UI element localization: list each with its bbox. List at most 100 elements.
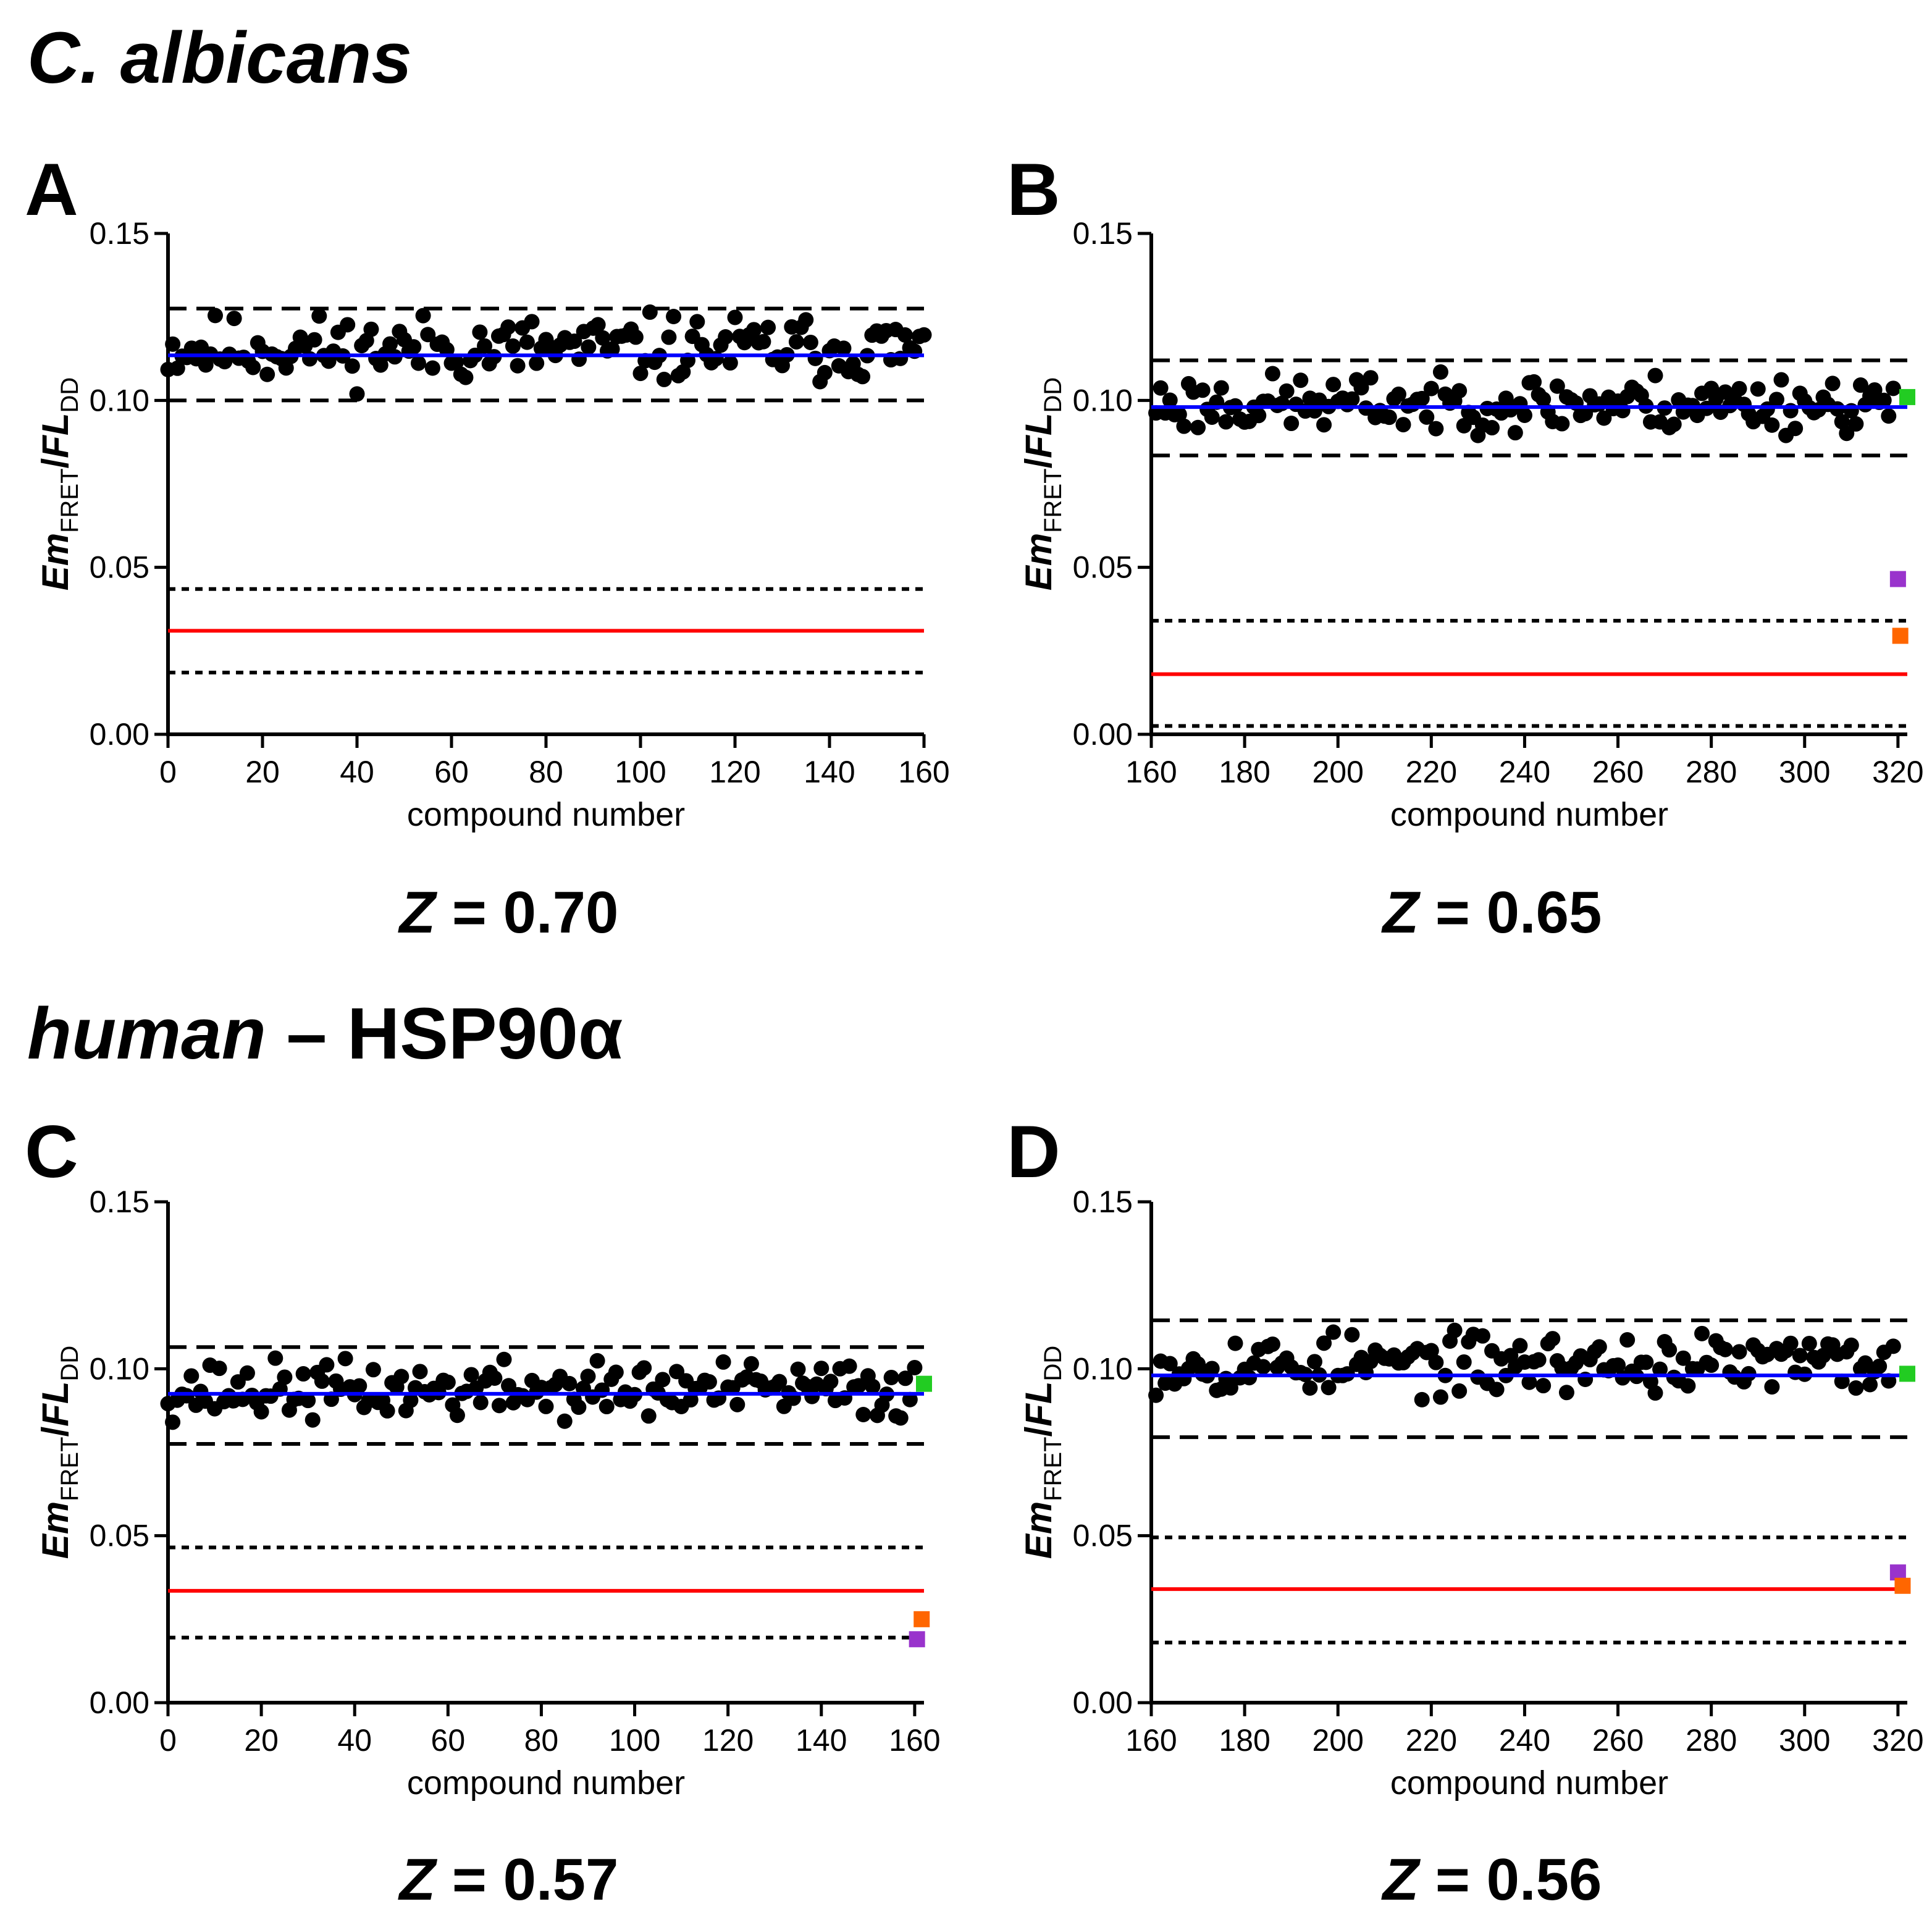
data-point: [722, 355, 738, 371]
data-point: [1381, 409, 1397, 426]
data-point: [1839, 426, 1855, 442]
data-point: [1834, 1374, 1850, 1390]
data-point: [855, 369, 871, 385]
data-point: [802, 334, 818, 350]
y-tick-label: 0.05: [90, 550, 149, 585]
data-point: [472, 1394, 489, 1411]
data-point: [642, 304, 658, 320]
data-point: [916, 327, 932, 343]
data-point: [415, 308, 431, 324]
data-point: [628, 329, 644, 345]
x-tick-label: 220: [1406, 755, 1457, 789]
data-point: [1783, 1335, 1799, 1351]
data-point: [1512, 1338, 1528, 1354]
green-control-marker: [916, 1375, 932, 1392]
data-point: [1227, 1335, 1243, 1351]
data-point: [590, 317, 606, 333]
data-point: [1428, 421, 1444, 437]
data-point: [1549, 378, 1565, 394]
x-tick-label: 20: [244, 1723, 279, 1758]
data-point: [1344, 391, 1360, 407]
data-point: [1871, 1358, 1888, 1374]
data-point: [477, 338, 493, 354]
panel-letter: B: [1007, 148, 1060, 231]
data-point: [1521, 1374, 1537, 1390]
x-tick-label: 160: [898, 755, 949, 789]
data-point: [661, 329, 677, 345]
data-point: [1447, 1322, 1463, 1338]
data-point: [304, 1412, 321, 1428]
data-point: [491, 1398, 507, 1414]
x-axis-title: compound number: [407, 796, 685, 833]
data-point: [1190, 419, 1206, 435]
data-point: [790, 1361, 806, 1377]
data-point: [1414, 1391, 1430, 1407]
data-point: [239, 1365, 255, 1381]
data-point: [718, 329, 734, 345]
x-tick-label: 320: [1872, 755, 1923, 789]
data-point: [379, 1403, 395, 1419]
data-point: [278, 360, 294, 376]
data-point: [1344, 1327, 1360, 1343]
data-point: [1428, 1354, 1444, 1370]
x-tick-label: 40: [337, 1723, 372, 1758]
data-point: [311, 308, 327, 324]
data-point: [463, 1367, 479, 1383]
x-tick-label: 120: [702, 1723, 754, 1758]
data-point: [841, 1358, 857, 1374]
y-tick-label: 0.10: [1073, 1351, 1133, 1386]
data-point: [823, 1374, 839, 1390]
data-point: [729, 1396, 746, 1412]
x-tick-label: 160: [889, 1723, 940, 1758]
data-point: [1848, 1380, 1864, 1396]
x-tick-label: 300: [1779, 1723, 1830, 1758]
data-point: [892, 1410, 909, 1426]
data-point: [907, 1359, 923, 1375]
data-point: [556, 1413, 573, 1429]
data-point: [1852, 377, 1868, 393]
data-point: [1610, 1357, 1626, 1373]
data-point: [1843, 1337, 1859, 1353]
data-point: [580, 1369, 596, 1385]
data-point: [393, 1369, 410, 1385]
data-point: [349, 386, 365, 402]
data-point: [813, 1361, 830, 1377]
data-point: [656, 371, 672, 387]
data-point: [689, 314, 705, 330]
data-point: [538, 1398, 554, 1414]
data-point: [788, 333, 804, 350]
data-point: [183, 1368, 200, 1384]
data-point: [1666, 416, 1682, 432]
y-tick-label: 0.05: [1073, 1519, 1133, 1553]
data-point: [1251, 408, 1267, 424]
data-point: [1885, 1338, 1901, 1354]
purple-control-marker: [1889, 571, 1906, 587]
data-point: [636, 1360, 652, 1376]
orange-control-marker: [1894, 1577, 1911, 1594]
data-point: [666, 308, 682, 324]
data-point: [566, 333, 582, 350]
data-point: [259, 366, 275, 382]
data-point: [1535, 1378, 1552, 1394]
data-point: [1325, 1324, 1342, 1340]
data-point: [897, 327, 913, 343]
data-point: [1731, 1344, 1747, 1360]
data-point: [1591, 1339, 1607, 1355]
data-point: [169, 360, 185, 376]
data-point: [1801, 1335, 1817, 1351]
x-tick-label: 300: [1779, 755, 1830, 789]
data-point: [855, 1406, 872, 1422]
data-point: [1423, 1343, 1439, 1359]
data-point: [340, 317, 356, 333]
data-point: [165, 336, 181, 352]
data-point: [1255, 1359, 1271, 1375]
data-point: [1876, 392, 1892, 408]
data-point: [1885, 380, 1901, 396]
panel-letter: A: [25, 148, 78, 231]
data-point: [1195, 382, 1211, 398]
data-point: [208, 308, 223, 324]
x-tick-label: 280: [1686, 755, 1737, 789]
data-point: [1241, 1370, 1258, 1386]
purple-control-marker: [909, 1631, 925, 1648]
data-point: [178, 1388, 195, 1404]
